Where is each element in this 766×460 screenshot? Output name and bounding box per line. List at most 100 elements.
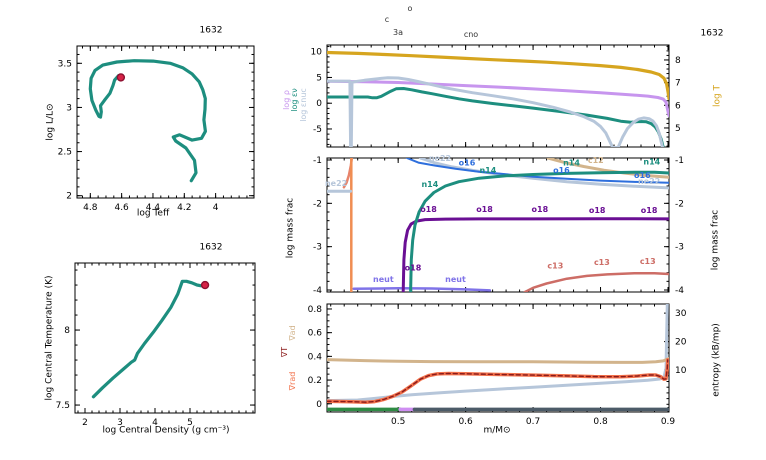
svg-text:0.4: 0.4 xyxy=(308,352,323,362)
curve-label-o18: o18 xyxy=(532,205,549,214)
svg-text:3: 3 xyxy=(117,418,123,428)
curve-label-o18: o18 xyxy=(476,205,493,214)
entropy-axis-label: entropy (kB/mp) xyxy=(711,323,722,397)
curve-label-c12: c12 xyxy=(588,156,604,165)
svg-text:3.5: 3.5 xyxy=(58,59,72,69)
svg-text:5: 5 xyxy=(187,418,193,428)
svg-text:4.2: 4.2 xyxy=(177,203,191,213)
svg-text:-4: -4 xyxy=(675,286,684,296)
curve-label-ne22: ne22 xyxy=(325,179,347,188)
series-neut xyxy=(352,287,492,292)
svg-text:0.7: 0.7 xyxy=(526,417,540,427)
svg-text:0: 0 xyxy=(316,400,322,410)
svg-text:4.6: 4.6 xyxy=(114,203,129,213)
svg-text:4.4: 4.4 xyxy=(146,203,161,213)
svg-text:10: 10 xyxy=(311,48,323,58)
profile-x-axis-label: m/M⊙ xyxy=(483,425,511,436)
curve-label-o18: o18 xyxy=(589,206,606,215)
log-eps-nuc-axis-label: log εnuc xyxy=(299,88,308,122)
svg-text:2.5: 2.5 xyxy=(58,148,72,158)
current-model-marker xyxy=(116,73,126,82)
chart-profile-bot: 0.5 0.6 0.7 0.8 0.9 0 0.2 0.4 0.6 0.8 10 20 30 xyxy=(308,303,687,427)
svg-text:0.8: 0.8 xyxy=(308,305,323,315)
series-c13 xyxy=(523,272,669,292)
burn-marker-3a: 3a xyxy=(393,28,403,37)
mass-frac-left-axis-label: log mass frac xyxy=(285,197,296,259)
svg-text:5: 5 xyxy=(675,124,681,134)
log-T-axis-label: log T xyxy=(712,84,723,108)
svg-text:5: 5 xyxy=(316,73,322,83)
curve-label-o18: o18 xyxy=(641,206,658,215)
series-log-T xyxy=(327,50,669,101)
hr-panel-title: 1632 xyxy=(199,25,223,36)
burn-marker-c: c xyxy=(384,15,390,24)
svg-text:0.6: 0.6 xyxy=(308,329,323,339)
series-log-rho xyxy=(327,79,669,118)
series-grad-ad xyxy=(327,357,669,364)
svg-text:10: 10 xyxy=(675,366,687,376)
grad-T-axis-label: ∇T xyxy=(280,346,289,358)
svg-text:2: 2 xyxy=(82,418,88,428)
grad-rad-axis-label: ∇rad xyxy=(288,371,297,391)
series-c12 xyxy=(546,158,669,179)
mass-frac-right-axis-label: log mass frac xyxy=(710,209,721,271)
curve-label-o18: o18 xyxy=(420,205,437,214)
svg-text:-2: -2 xyxy=(675,199,684,209)
chart-hr: 4.8 4.6 4.4 4.2 4 2 2.5 3 3.5 xyxy=(58,45,255,213)
curve-label-o16: o16 xyxy=(459,159,476,168)
profile-panel-title: 1632 xyxy=(700,28,724,39)
burn-marker-o: o xyxy=(407,4,413,13)
svg-text:0.6: 0.6 xyxy=(458,417,473,427)
svg-text:-1: -1 xyxy=(675,156,684,166)
svg-text:-2: -2 xyxy=(313,199,322,209)
svg-text:4: 4 xyxy=(213,203,219,213)
svg-text:0: 0 xyxy=(316,99,322,109)
grad-ad-axis-label: ∇ad xyxy=(288,325,297,341)
svg-text:30: 30 xyxy=(675,309,687,319)
svg-text:3: 3 xyxy=(66,103,72,113)
hr-x-axis-label: log Teff xyxy=(136,208,170,219)
curve-label-neut: neut xyxy=(373,275,394,284)
svg-text:-1: -1 xyxy=(313,156,322,166)
curve-label-ne22: ne22 xyxy=(638,177,660,186)
curve-label-ne22: ne22 xyxy=(429,154,451,163)
series-log-eps-nuc xyxy=(327,76,665,147)
curve-label-n14: n14 xyxy=(479,166,496,175)
chart-profile-mid: -1-2-3-4-1-2-3-4ne22ne22ne22o16o16o16n14… xyxy=(313,154,684,296)
curve-label-n14: n14 xyxy=(563,159,580,168)
svg-text:4: 4 xyxy=(152,418,158,428)
trho-x-axis-label: log Central Density (g cm⁻³) xyxy=(102,425,230,436)
current-model-marker xyxy=(200,280,210,290)
series-log-eps-nu xyxy=(327,87,665,147)
svg-text:6: 6 xyxy=(675,101,681,111)
series-evolution-track xyxy=(88,59,207,183)
curve-label-c13: c13 xyxy=(640,257,656,266)
trho-panel-title: 1632 xyxy=(199,242,223,253)
svg-text:4.8: 4.8 xyxy=(83,203,98,213)
curve-label-o16: o16 xyxy=(634,171,651,180)
svg-text:20: 20 xyxy=(675,338,687,348)
trho-y-axis-label: log Central Temperature (K) xyxy=(44,275,55,401)
hr-y-axis-label: log L/L⊙ xyxy=(45,103,56,141)
svg-text:-3: -3 xyxy=(313,243,322,253)
curve-label-o18: o18 xyxy=(405,264,422,273)
svg-text:7.5: 7.5 xyxy=(56,401,70,411)
curve-label-c13: c13 xyxy=(594,258,610,267)
svg-text:0.8: 0.8 xyxy=(593,417,608,427)
series-n14 xyxy=(409,170,669,292)
curve-label-c13: c13 xyxy=(547,261,563,270)
curve-label-neut: neut xyxy=(445,275,466,284)
series-central-track xyxy=(91,279,207,399)
series-entropy xyxy=(327,304,669,403)
svg-text:-4: -4 xyxy=(313,286,322,296)
svg-text:8: 8 xyxy=(64,326,70,336)
curve-label-o16: o16 xyxy=(553,166,570,175)
chart-profile-top: 10 5 0 -5 8 7 6 5 xyxy=(311,44,681,148)
svg-text:0.9: 0.9 xyxy=(661,417,676,427)
chart-trho: 2 3 4 5 7.5 8 xyxy=(56,262,256,428)
svg-text:-5: -5 xyxy=(313,125,322,135)
log-eps-nu-axis-label: log εν xyxy=(290,88,299,112)
svg-text:7: 7 xyxy=(675,79,681,89)
